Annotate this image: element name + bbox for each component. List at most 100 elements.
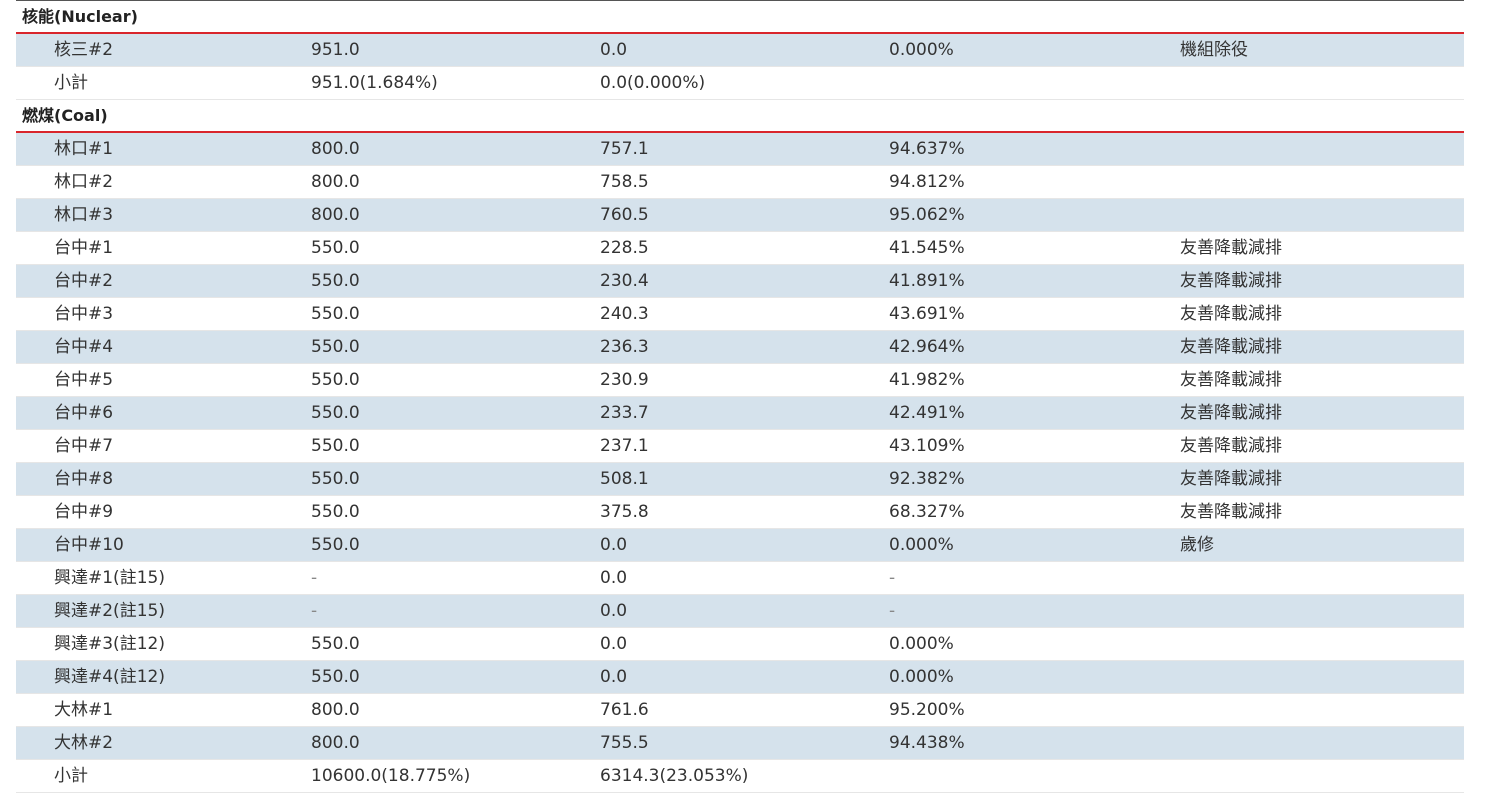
capacity-factor-cell: 43.109% <box>889 436 965 456</box>
capacity-factor-cell: 92.382% <box>889 469 965 489</box>
installed-capacity-cell: 550.0 <box>311 370 360 390</box>
table-row: 林口#1 800.0 757.1 94.637% <box>16 133 1464 166</box>
net-generation-cell: 761.6 <box>600 700 649 720</box>
table-row: 核三#2 951.0 0.0 0.000% 機組除役 <box>16 34 1464 67</box>
remark-cell: 友善降載減排 <box>1180 337 1282 357</box>
capacity-factor-cell: 0.000% <box>889 535 954 555</box>
unit-name-cell: 台中#7 <box>54 436 114 456</box>
installed-capacity-cell: 951.0(1.684%) <box>311 73 438 93</box>
table-row: 台中#4 550.0 236.3 42.964% 友善降載減排 <box>16 331 1464 364</box>
subtotal-row: 小計 951.0(1.684%) 0.0(0.000%) <box>16 67 1464 100</box>
unit-name-cell: 林口#3 <box>54 205 114 225</box>
net-generation-cell: 0.0 <box>600 568 628 588</box>
table-row: 大林#2 800.0 755.5 94.438% <box>16 727 1464 760</box>
capacity-factor-cell: 42.491% <box>889 403 965 423</box>
net-generation-cell: 6314.3(23.053%) <box>600 766 749 786</box>
installed-capacity-cell: 951.0 <box>311 40 360 60</box>
unit-name-cell: 核三#2 <box>54 40 114 60</box>
unit-name-cell: 興達#3(註12) <box>54 634 165 654</box>
net-generation-cell: 760.5 <box>600 205 649 225</box>
net-generation-cell: 240.3 <box>600 304 649 324</box>
net-generation-cell: 228.5 <box>600 238 649 258</box>
remark-cell: 友善降載減排 <box>1180 238 1282 258</box>
installed-capacity-cell: 550.0 <box>311 271 360 291</box>
unit-name-cell: 台中#9 <box>54 502 114 522</box>
remark-cell: 友善降載減排 <box>1180 304 1282 324</box>
remark-cell: 友善降載減排 <box>1180 469 1282 489</box>
table-row: 台中#5 550.0 230.9 41.982% 友善降載減排 <box>16 364 1464 397</box>
unit-name-cell: 台中#3 <box>54 304 114 324</box>
unit-name-cell: 小計 <box>54 766 88 786</box>
unit-name-cell: 台中#5 <box>54 370 114 390</box>
section-0: 核能(Nuclear) 核三#2 951.0 0.0 0.000% 機組除役小計 951.0… <box>16 1 1464 100</box>
remark-cell: 友善降載減排 <box>1180 436 1282 456</box>
net-generation-cell: 0.0 <box>600 535 628 555</box>
table-row: 台中#10 550.0 0.0 0.000% 歲修 <box>16 529 1464 562</box>
unit-name-cell: 興達#4(註12) <box>54 667 165 687</box>
net-generation-cell: 755.5 <box>600 733 649 753</box>
installed-capacity-cell: - <box>311 568 318 588</box>
remark-cell: 友善降載減排 <box>1180 370 1282 390</box>
net-generation-cell: 230.4 <box>600 271 649 291</box>
table-row: 林口#2 800.0 758.5 94.812% <box>16 166 1464 199</box>
net-generation-cell: 0.0 <box>600 634 628 654</box>
capacity-factor-cell: 41.982% <box>889 370 965 390</box>
installed-capacity-cell: - <box>311 601 318 621</box>
remark-cell: 機組除役 <box>1180 40 1248 60</box>
installed-capacity-cell: 800.0 <box>311 733 360 753</box>
table-top-rule <box>16 0 1464 1</box>
subtotal-row: 小計 10600.0(18.775%) 6314.3(23.053%) <box>16 760 1464 793</box>
net-generation-cell: 230.9 <box>600 370 649 390</box>
unit-name-cell: 大林#1 <box>54 700 114 720</box>
net-generation-cell: 236.3 <box>600 337 649 357</box>
installed-capacity-cell: 550.0 <box>311 469 360 489</box>
unit-name-cell: 林口#1 <box>54 139 114 159</box>
table-row: 台中#8 550.0 508.1 92.382% 友善降載減排 <box>16 463 1464 496</box>
installed-capacity-cell: 550.0 <box>311 403 360 423</box>
remark-cell: 友善降載減排 <box>1180 403 1282 423</box>
installed-capacity-cell: 800.0 <box>311 700 360 720</box>
capacity-factor-cell: 0.000% <box>889 634 954 654</box>
unit-name-cell: 小計 <box>54 73 88 93</box>
capacity-factor-cell: 0.000% <box>889 40 954 60</box>
unit-name-cell: 台中#6 <box>54 403 114 423</box>
remark-cell: 歲修 <box>1180 535 1214 555</box>
capacity-factor-cell: 43.691% <box>889 304 965 324</box>
capacity-factor-cell: - <box>889 601 896 621</box>
installed-capacity-cell: 550.0 <box>311 535 360 555</box>
unit-name-cell: 興達#1(註15) <box>54 568 165 588</box>
net-generation-cell: 757.1 <box>600 139 649 159</box>
capacity-factor-cell: 95.062% <box>889 205 965 225</box>
net-generation-cell: 758.5 <box>600 172 649 192</box>
installed-capacity-cell: 550.0 <box>311 304 360 324</box>
capacity-factor-cell: 95.200% <box>889 700 965 720</box>
installed-capacity-cell: 800.0 <box>311 139 360 159</box>
installed-capacity-cell: 550.0 <box>311 436 360 456</box>
section-1: 燃煤(Coal) 林口#1 800.0 757.1 94.637% 林口#2 800.0 75… <box>16 100 1464 793</box>
capacity-factor-cell: 94.438% <box>889 733 965 753</box>
capacity-factor-cell: 41.891% <box>889 271 965 291</box>
table-row: 興達#3(註12) 550.0 0.0 0.000% <box>16 628 1464 661</box>
section-title: 燃煤(Coal) <box>16 100 1464 133</box>
unit-name-cell: 台中#1 <box>54 238 114 258</box>
remark-cell: 友善降載減排 <box>1180 502 1282 522</box>
unit-name-cell: 台中#4 <box>54 337 114 357</box>
table-row: 大林#1 800.0 761.6 95.200% <box>16 694 1464 727</box>
installed-capacity-cell: 800.0 <box>311 172 360 192</box>
capacity-factor-cell: 0.000% <box>889 667 954 687</box>
table-row: 興達#4(註12) 550.0 0.0 0.000% <box>16 661 1464 694</box>
installed-capacity-cell: 800.0 <box>311 205 360 225</box>
net-generation-cell: 0.0(0.000%) <box>600 73 706 93</box>
installed-capacity-cell: 550.0 <box>311 238 360 258</box>
capacity-factor-cell: - <box>889 568 896 588</box>
remark-cell: 友善降載減排 <box>1180 271 1282 291</box>
capacity-factor-cell: 42.964% <box>889 337 965 357</box>
table-row: 台中#6 550.0 233.7 42.491% 友善降載減排 <box>16 397 1464 430</box>
net-generation-cell: 508.1 <box>600 469 649 489</box>
unit-name-cell: 大林#2 <box>54 733 114 753</box>
net-generation-cell: 0.0 <box>600 40 628 60</box>
net-generation-cell: 237.1 <box>600 436 649 456</box>
section-title: 核能(Nuclear) <box>16 1 1464 34</box>
net-generation-cell: 0.0 <box>600 601 628 621</box>
net-generation-cell: 0.0 <box>600 667 628 687</box>
